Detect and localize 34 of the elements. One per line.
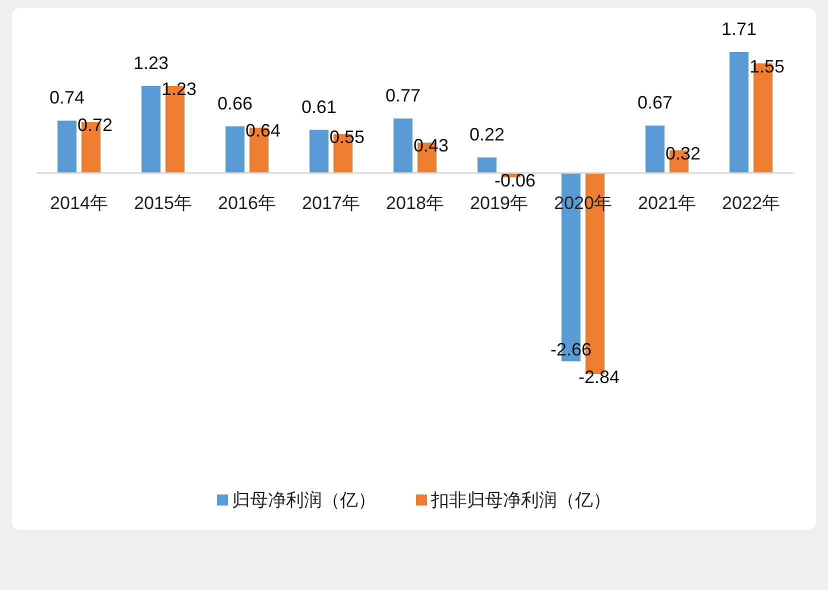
data-label: 0.67 [637,92,673,113]
x-tick-label: 2016年 [218,193,276,213]
data-label: 0.64 [245,120,281,141]
data-label: 0.32 [665,143,701,164]
x-tick-label: 2022年 [722,193,780,213]
data-label: 0.61 [301,96,337,117]
data-label: -2.84 [578,367,620,387]
x-tick-label: 2015年 [134,193,192,213]
bar [142,86,160,174]
legend-label: 归母净利润（亿） [232,490,376,510]
bar [394,118,412,174]
data-label: 0.77 [385,86,421,106]
data-label: 0.22 [469,124,505,144]
bar [478,157,496,174]
bar [226,126,244,174]
data-label: -0.06 [494,170,536,190]
data-label: 1.23 [133,52,169,73]
x-tick-label: 2021年 [638,193,696,213]
data-label: 0.72 [77,115,113,136]
data-label: 0.74 [49,88,85,108]
bar [730,52,748,174]
x-tick-label: 2018年 [386,193,444,213]
data-label: 1.71 [721,19,757,39]
x-tick-label: 2014年 [50,193,108,213]
bar [310,130,328,174]
bar [646,126,664,174]
data-label: 0.55 [329,127,365,148]
x-tick-label: 2019年 [470,193,528,213]
legend-label: 扣非归母净利润（亿） [430,490,611,510]
x-tick-label: 2017年 [302,193,360,213]
data-label: -2.66 [550,339,592,360]
bar [58,120,76,174]
data-label: 0.66 [217,93,253,114]
data-label: 0.43 [413,136,449,156]
